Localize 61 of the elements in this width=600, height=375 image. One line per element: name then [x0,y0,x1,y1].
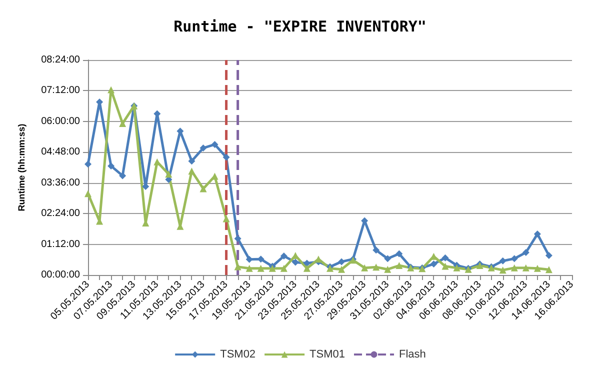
point [361,264,368,272]
point [522,264,530,272]
point [453,264,460,272]
point [372,264,380,271]
point [545,252,552,260]
point [280,264,288,272]
legend-label: TSM01 [310,348,346,360]
point [384,266,392,273]
point [545,266,552,274]
point [534,230,541,238]
point [372,246,380,254]
point [84,190,92,198]
point [165,170,172,178]
point [84,160,92,168]
point [108,86,115,94]
point [522,248,530,256]
point [222,215,230,222]
point [234,263,242,270]
point [534,264,541,272]
point [396,250,403,258]
y-tick-label: 00:00:00 [41,270,80,280]
point [234,235,242,242]
point [119,120,126,127]
y-axis-title: Runtime (hh:mm:ss) [16,124,26,212]
y-tick-label: 08:24:00 [41,54,80,66]
point [211,140,218,148]
point [108,162,115,170]
point [188,158,196,165]
point [430,260,438,268]
point [338,266,346,273]
point [292,258,299,266]
point [303,264,310,272]
point [303,260,310,267]
point [246,264,253,272]
point [510,264,518,272]
point [200,144,207,152]
point [499,257,506,264]
point [257,264,264,272]
point [442,254,449,262]
legend-label: TSM02 [220,348,256,360]
point [384,255,392,262]
point [338,258,346,266]
point [510,255,518,262]
y-tick-label: 03:36:00 [41,177,80,188]
point [222,154,230,161]
point [280,252,288,260]
point [396,262,403,270]
point [188,168,196,175]
y-tick-label: 02:24:00 [41,208,80,220]
y-tick-label: 06:00:00 [41,116,80,127]
point [119,172,126,180]
point [499,266,506,274]
y-tick-label: 04:48:00 [41,146,80,158]
y-tick-label: 07:12:00 [41,85,80,96]
point [200,185,207,192]
point [314,256,322,263]
chart-title: Runtime - "EXPIRE INVENTORY" [174,18,426,36]
legend-label: Flash [399,348,426,360]
y-tick-label: 01:12:00 [41,238,80,250]
point [246,256,253,263]
point [442,262,449,270]
